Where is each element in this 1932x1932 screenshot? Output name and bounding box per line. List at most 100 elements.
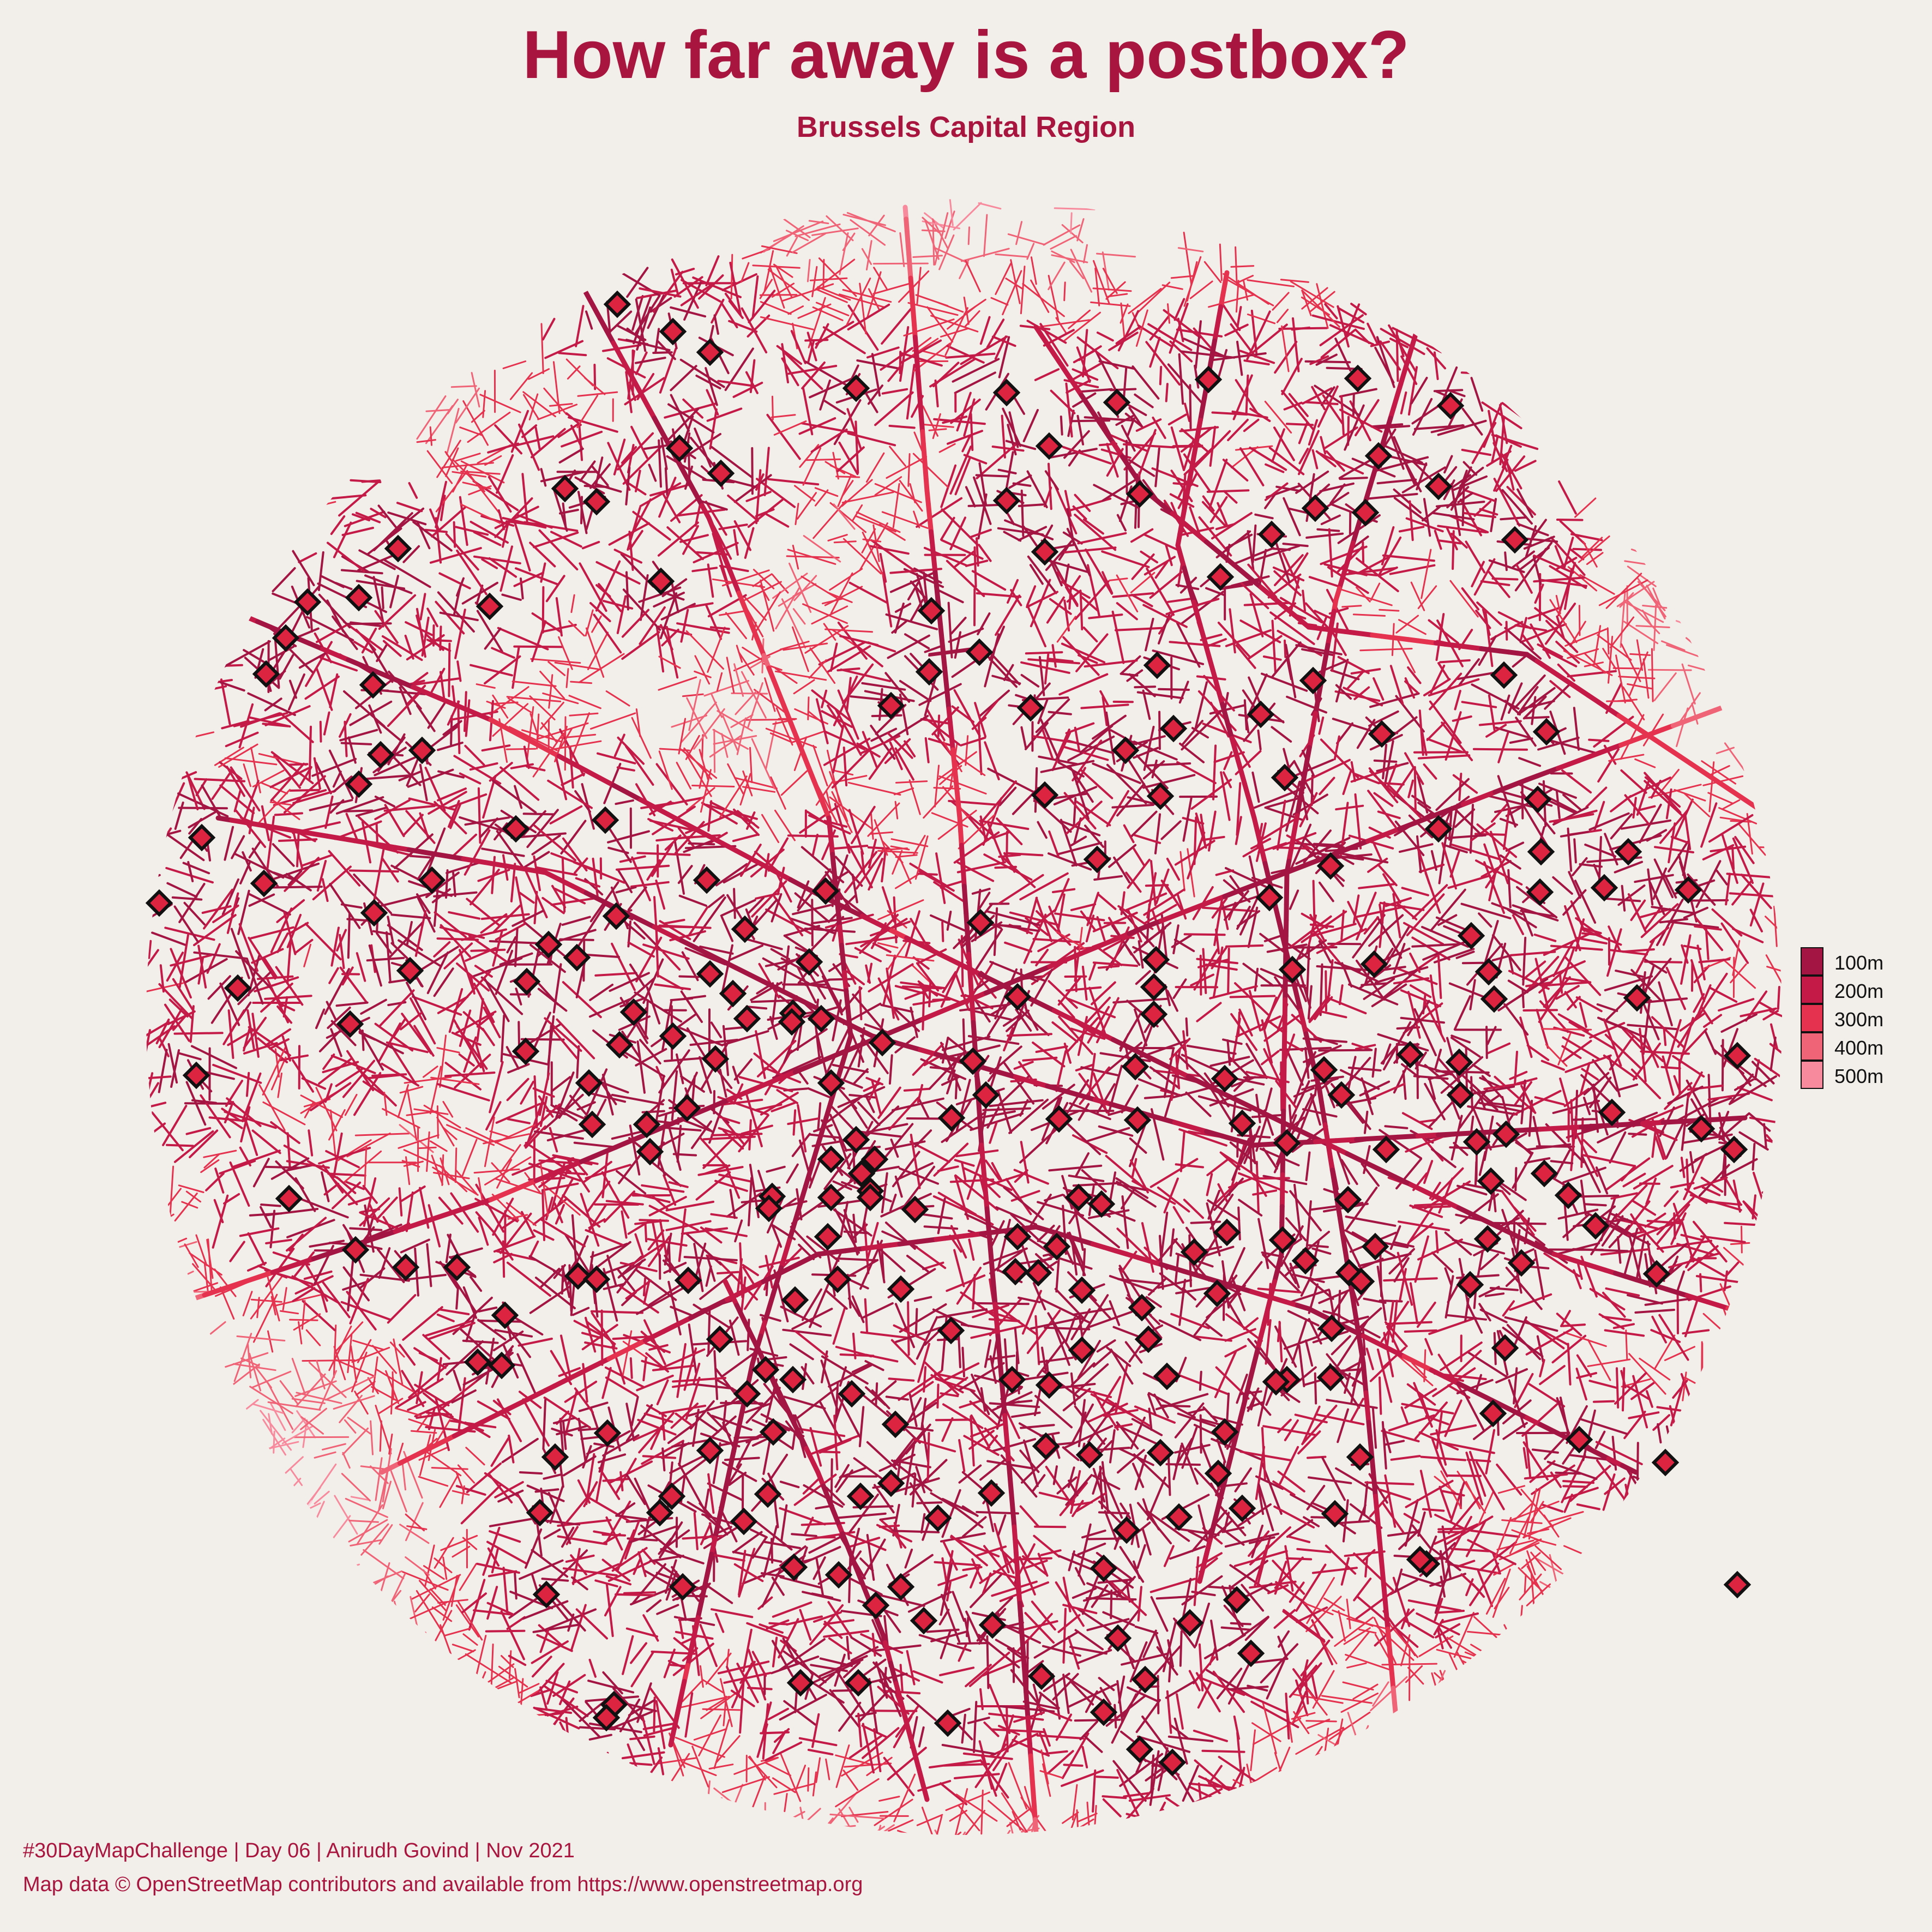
street-segment bbox=[1353, 1725, 1369, 1758]
street-segment bbox=[808, 659, 827, 679]
street-segment bbox=[1540, 1060, 1565, 1071]
street-segment bbox=[792, 626, 809, 672]
street-segment bbox=[1490, 498, 1497, 532]
street-segment bbox=[1267, 1584, 1289, 1594]
street-segment bbox=[865, 1353, 899, 1363]
street-segment bbox=[978, 544, 992, 562]
street-segment bbox=[702, 1136, 736, 1169]
street-segment bbox=[1445, 1515, 1472, 1563]
street-segment bbox=[1276, 309, 1289, 323]
street-segment bbox=[1075, 1152, 1090, 1177]
street-segment bbox=[1407, 779, 1414, 798]
street-segment bbox=[288, 501, 336, 514]
street-segment bbox=[967, 1717, 990, 1724]
street-segment bbox=[928, 428, 947, 431]
street-segment bbox=[457, 700, 461, 754]
street-segment bbox=[1038, 656, 1045, 696]
street-segment bbox=[720, 916, 734, 942]
street-segment bbox=[1422, 1508, 1445, 1512]
street-segment bbox=[286, 1219, 335, 1238]
street-segment bbox=[904, 1548, 913, 1569]
street-segment bbox=[1058, 1015, 1094, 1055]
street-segment bbox=[539, 671, 565, 700]
street-segment bbox=[973, 1701, 978, 1753]
street-segment bbox=[537, 404, 578, 420]
street-segment bbox=[1702, 775, 1744, 786]
street-segment bbox=[1255, 1160, 1260, 1213]
street-segment bbox=[825, 1486, 845, 1506]
street-segment bbox=[636, 852, 691, 856]
street-segment bbox=[954, 631, 962, 659]
street-segment bbox=[1752, 1171, 1769, 1217]
street-segment bbox=[1092, 287, 1132, 292]
street-segment bbox=[231, 1399, 259, 1422]
street-segment bbox=[682, 1681, 702, 1702]
street-segment bbox=[438, 572, 471, 589]
street-segment bbox=[1236, 275, 1254, 284]
street-segment bbox=[1097, 893, 1117, 910]
street-segment bbox=[865, 452, 885, 483]
street-segment bbox=[593, 1530, 613, 1536]
street-segment bbox=[926, 708, 946, 742]
street-segment bbox=[354, 1133, 410, 1136]
street-segment bbox=[1206, 489, 1250, 493]
street-segment bbox=[485, 1101, 502, 1131]
street-segment bbox=[857, 1101, 881, 1126]
street-segment bbox=[1630, 1381, 1656, 1400]
street-segment bbox=[1612, 667, 1640, 670]
street-segment bbox=[616, 766, 635, 772]
street-segment bbox=[1302, 1405, 1321, 1445]
street-segment bbox=[450, 385, 477, 388]
street-segment bbox=[473, 1677, 514, 1700]
street-segment bbox=[655, 879, 666, 910]
street-segment bbox=[910, 918, 926, 943]
street-segment bbox=[940, 516, 955, 541]
street-segment bbox=[376, 1562, 390, 1606]
street-segment bbox=[965, 260, 981, 293]
street-segment bbox=[1271, 619, 1277, 673]
street-segment bbox=[1373, 677, 1385, 701]
street-segment bbox=[549, 1485, 564, 1524]
street-segment bbox=[698, 1714, 721, 1756]
street-segment bbox=[842, 538, 882, 575]
street-segment bbox=[1157, 1675, 1160, 1714]
street-segment bbox=[305, 1329, 321, 1346]
street-segment bbox=[1254, 1544, 1268, 1586]
street-segment bbox=[1683, 1154, 1705, 1201]
street-segment bbox=[1286, 1519, 1314, 1538]
street-segment bbox=[1725, 1261, 1740, 1277]
street-segment bbox=[622, 446, 661, 485]
street-segment bbox=[715, 1612, 725, 1633]
street-segment bbox=[1563, 1545, 1615, 1568]
street-segment bbox=[1009, 911, 1059, 926]
street-segment bbox=[1549, 1554, 1557, 1582]
street-segment bbox=[1596, 1459, 1626, 1501]
street-segment bbox=[1317, 1734, 1356, 1757]
street-segment bbox=[1765, 954, 1782, 995]
street-segment bbox=[1074, 493, 1091, 512]
street-segment bbox=[1597, 634, 1632, 661]
street-segment bbox=[1062, 1388, 1091, 1412]
street-segment bbox=[936, 1383, 940, 1409]
street-segment bbox=[520, 1038, 565, 1041]
street-segment bbox=[621, 609, 650, 638]
street-segment bbox=[461, 1139, 478, 1177]
street-segment bbox=[303, 943, 311, 967]
street-segment bbox=[723, 477, 758, 489]
street-segment bbox=[621, 1210, 628, 1239]
street-segment bbox=[1472, 748, 1528, 751]
street-segment bbox=[399, 1344, 416, 1366]
street-segment bbox=[815, 302, 850, 316]
street-segment bbox=[1242, 962, 1274, 987]
street-segment bbox=[587, 1181, 611, 1212]
street-segment bbox=[504, 1713, 547, 1718]
street-segment bbox=[1456, 1560, 1476, 1568]
street-segment bbox=[950, 617, 967, 635]
street-segment bbox=[1588, 738, 1610, 742]
street-segment bbox=[1342, 771, 1352, 795]
street-segment bbox=[1020, 489, 1025, 537]
street-segment bbox=[1172, 1445, 1183, 1480]
street-segment bbox=[923, 1366, 927, 1393]
street-segment bbox=[247, 1232, 266, 1266]
street-segment bbox=[1262, 1701, 1277, 1754]
